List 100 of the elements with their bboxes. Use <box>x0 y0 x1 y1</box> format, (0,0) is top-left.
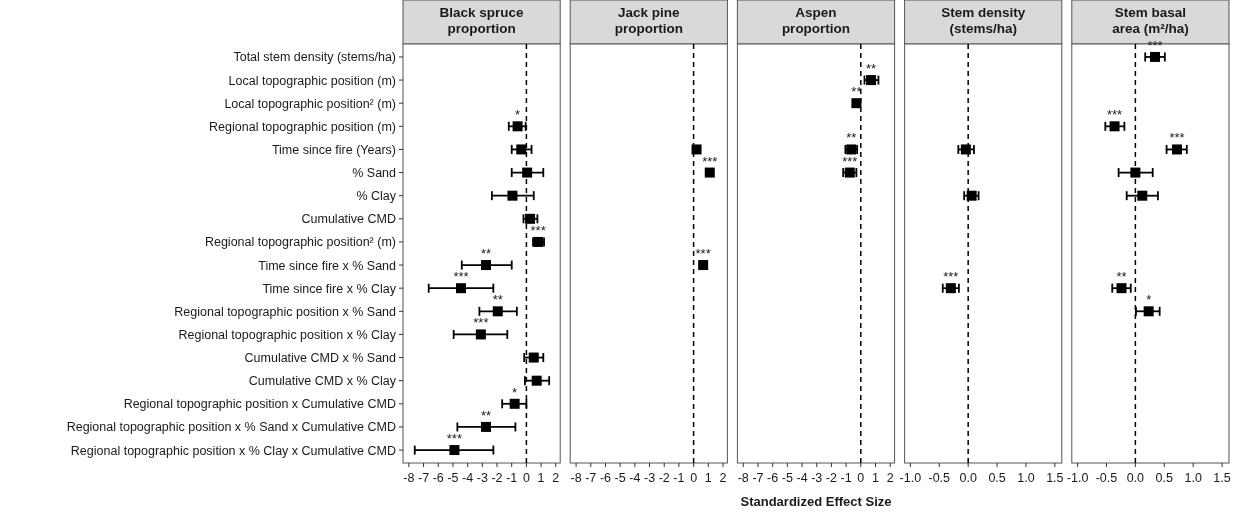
annotation: ** <box>492 292 503 308</box>
x-tick-label: -8 <box>403 471 415 485</box>
x-tick-label: 0 <box>690 471 698 485</box>
point <box>481 260 492 271</box>
point <box>492 306 503 317</box>
y-tick-label: Local topographic position (m) <box>228 73 396 88</box>
x-tick-label: 2 <box>886 471 894 485</box>
annotation: *** <box>695 246 711 262</box>
x-tick-label: 0 <box>522 471 530 485</box>
x-tick-label: 1.5 <box>1213 471 1231 485</box>
x-tick-label: 1 <box>537 471 545 485</box>
y-tick-label: Cumulative CMD x % Clay <box>248 374 397 389</box>
x-tick-label: 1 <box>704 471 712 485</box>
point <box>507 190 518 201</box>
x-tick-label: -2 <box>658 471 670 485</box>
annotation: ** <box>480 407 492 423</box>
x-tick-label: -6 <box>599 471 612 485</box>
x-tick-label: 0 <box>857 471 865 485</box>
x-tick-label: -7 <box>752 471 764 485</box>
point <box>449 445 460 456</box>
x-tick-label: 0.5 <box>1155 471 1173 485</box>
x-tick-label: -0.5 <box>1095 471 1118 485</box>
annotation: *** <box>702 153 718 169</box>
x-tick-label: -5 <box>614 471 626 485</box>
annotation: *** <box>842 153 858 169</box>
annotation: ** <box>480 246 492 262</box>
annotation: *** <box>1106 107 1123 123</box>
x-tick-label: -3 <box>476 471 488 485</box>
point <box>1109 121 1120 132</box>
chart-title: Aspen proportion <box>781 5 851 36</box>
x-tick-label: -7 <box>418 471 430 485</box>
y-tick-label: Cumulative CMD x % Sand <box>244 351 397 366</box>
point <box>1150 51 1161 62</box>
point <box>522 167 533 178</box>
annotation: ** <box>866 61 877 77</box>
point <box>456 283 467 294</box>
chart-title: Jack pine proportion <box>614 5 683 36</box>
chart-title: Stem density (stems/ha) <box>941 5 1026 36</box>
x-tick-label: -8 <box>737 471 749 485</box>
x-tick-label: 0.0 <box>959 471 977 485</box>
point <box>512 121 523 132</box>
point <box>528 352 539 363</box>
y-tick-label: Regional topographic position x % Sand x Cumulative CMD <box>66 420 396 435</box>
x-axis-title: Standardized Effect Size <box>740 494 892 509</box>
annotation: *** <box>943 269 959 285</box>
x-tick-label: -6 <box>432 471 444 485</box>
x-tick-label: 1.0 <box>1184 471 1202 485</box>
x-tick-label: -0.5 <box>928 471 951 485</box>
x-tick-label: -4 <box>796 471 808 485</box>
point <box>1143 306 1154 317</box>
y-tick-label: Regional topographic position x Cumulative CMD <box>123 397 396 412</box>
point <box>1171 144 1182 155</box>
x-tick-label: -4 <box>462 471 474 485</box>
chart-title: Black spruce proportion <box>439 5 525 36</box>
point <box>475 329 486 340</box>
annotation: * <box>515 107 521 123</box>
y-tick-label: Regional topographic position x % Sand <box>174 304 397 319</box>
annotation: *** <box>473 315 489 331</box>
x-tick-label: 2 <box>552 471 560 485</box>
point <box>481 421 492 432</box>
point <box>1130 167 1141 178</box>
annotation: * <box>512 384 518 400</box>
x-tick-label: -7 <box>585 471 597 485</box>
y-tick-label: Regional topographic position x % Clay x Cumulative CMD <box>70 443 396 458</box>
annotation: *** <box>446 431 463 447</box>
x-tick-label: -8 <box>570 471 582 485</box>
point <box>509 398 520 409</box>
point <box>851 98 862 109</box>
y-tick-label: Time since fire (Years) <box>271 142 396 157</box>
annotation: * <box>1146 292 1152 308</box>
x-tick-label: 2 <box>719 471 727 485</box>
annotation: ** <box>1116 269 1127 285</box>
x-tick-label: 0.0 <box>1126 471 1145 485</box>
annotation: *** <box>530 222 546 238</box>
y-tick-label: Total stem density (stems/ha) <box>233 50 396 65</box>
y-tick-label: Local topographic position² (m) <box>224 96 396 111</box>
y-tick-label: Regional topographic position (m) <box>209 119 396 134</box>
x-tick-label: -3 <box>811 471 823 485</box>
y-tick-label: Cumulative CMD <box>301 212 396 227</box>
x-tick-label: 0.5 <box>988 471 1006 485</box>
point <box>531 375 542 386</box>
x-tick-label: 1.5 <box>1046 471 1064 485</box>
x-tick-label: -1.0 <box>1066 471 1089 485</box>
x-tick-label: -1.0 <box>899 471 922 485</box>
x-tick-label: -5 <box>781 471 793 485</box>
x-tick-label: -2 <box>491 471 503 485</box>
y-tick-label: % Sand <box>352 166 397 181</box>
y-tick-label: Regional topographic position² (m) <box>204 235 396 250</box>
x-tick-label: 1.0 <box>1017 471 1035 485</box>
point <box>1116 283 1127 294</box>
annotation: *** <box>1147 37 1163 53</box>
point <box>1137 190 1148 201</box>
x-tick-label: -1 <box>840 471 852 485</box>
y-tick-label: % Clay <box>356 189 397 204</box>
x-tick-label: -3 <box>643 471 656 485</box>
y-tick-label: Time since fire x % Sand <box>258 258 397 273</box>
x-tick-label: 1 <box>872 471 880 485</box>
x-tick-label: -2 <box>825 471 838 485</box>
x-tick-label: -4 <box>629 471 641 485</box>
y-tick-label: Regional topographic position x % Clay <box>178 327 397 342</box>
